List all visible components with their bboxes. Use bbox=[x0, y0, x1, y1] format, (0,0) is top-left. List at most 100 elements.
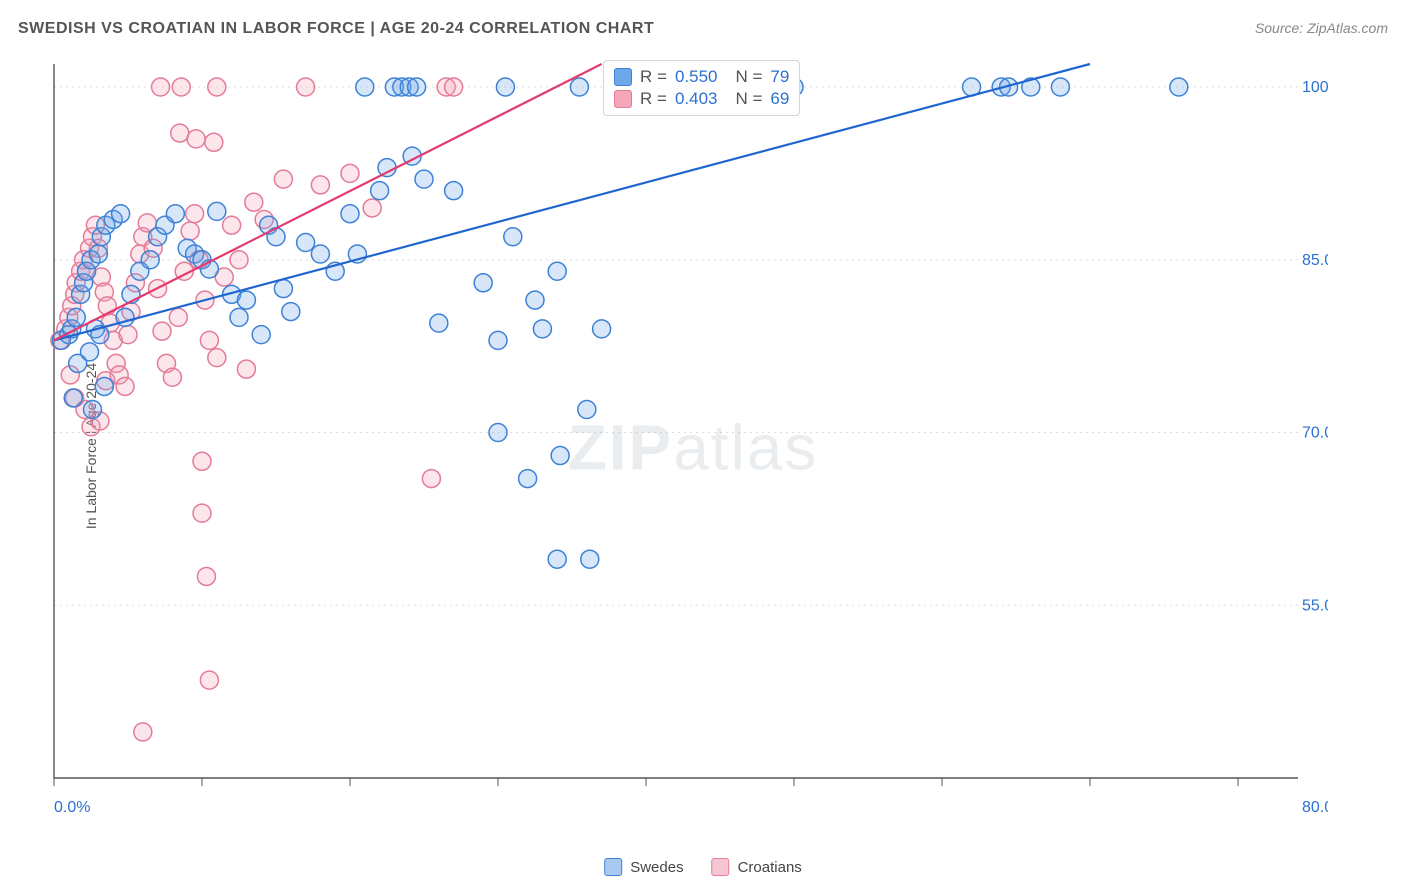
legend-item: Swedes bbox=[604, 858, 683, 876]
legend: Swedes Croatians bbox=[604, 858, 802, 876]
chart-svg: 55.0%70.0%85.0%100.0%0.0%80.0% bbox=[48, 58, 1328, 828]
data-point bbox=[297, 78, 315, 96]
data-point bbox=[153, 322, 171, 340]
data-point bbox=[169, 308, 187, 326]
data-point bbox=[474, 274, 492, 292]
chart-plot-area: 55.0%70.0%85.0%100.0%0.0%80.0% ZIPatlas … bbox=[48, 58, 1328, 828]
data-point bbox=[141, 251, 159, 269]
data-point bbox=[297, 234, 315, 252]
data-point bbox=[116, 377, 134, 395]
data-point bbox=[230, 308, 248, 326]
stat-r-label: R = bbox=[640, 67, 667, 87]
legend-item: Croatians bbox=[712, 858, 802, 876]
data-point bbox=[548, 262, 566, 280]
legend-swatch bbox=[614, 68, 632, 86]
data-point bbox=[578, 400, 596, 418]
data-point bbox=[208, 78, 226, 96]
data-point bbox=[341, 164, 359, 182]
data-point bbox=[193, 452, 211, 470]
data-point bbox=[237, 360, 255, 378]
regression-line bbox=[54, 64, 602, 340]
data-point bbox=[548, 550, 566, 568]
data-point bbox=[274, 170, 292, 188]
y-tick-label: 70.0% bbox=[1302, 425, 1328, 442]
data-point bbox=[171, 124, 189, 142]
data-point bbox=[230, 251, 248, 269]
legend-label: Croatians bbox=[738, 859, 802, 876]
data-point bbox=[172, 78, 190, 96]
data-point bbox=[581, 550, 599, 568]
data-point bbox=[134, 723, 152, 741]
data-point bbox=[119, 326, 137, 344]
data-point bbox=[356, 78, 374, 96]
data-point bbox=[445, 182, 463, 200]
data-point bbox=[152, 78, 170, 96]
data-point bbox=[67, 308, 85, 326]
data-point bbox=[252, 326, 270, 344]
data-point bbox=[408, 78, 426, 96]
data-point bbox=[223, 216, 241, 234]
stat-n-label: N = bbox=[735, 67, 762, 87]
stat-n-value: 79 bbox=[770, 67, 789, 87]
source-credit: Source: ZipAtlas.com bbox=[1255, 20, 1388, 36]
data-point bbox=[205, 133, 223, 151]
data-point bbox=[237, 291, 255, 309]
data-point bbox=[526, 291, 544, 309]
data-point bbox=[551, 447, 569, 465]
data-point bbox=[504, 228, 522, 246]
data-point bbox=[187, 130, 205, 148]
stat-n-label: N = bbox=[735, 89, 762, 109]
data-point bbox=[1051, 78, 1069, 96]
data-point bbox=[208, 349, 226, 367]
data-point bbox=[89, 245, 107, 263]
legend-label: Swedes bbox=[630, 859, 683, 876]
data-point bbox=[197, 567, 215, 585]
data-point bbox=[166, 205, 184, 223]
stat-r-label: R = bbox=[640, 89, 667, 109]
data-point bbox=[112, 205, 130, 223]
data-point bbox=[341, 205, 359, 223]
data-point bbox=[200, 671, 218, 689]
data-point bbox=[363, 199, 381, 217]
data-point bbox=[570, 78, 588, 96]
data-point bbox=[593, 320, 611, 338]
data-point bbox=[489, 424, 507, 442]
data-point bbox=[274, 280, 292, 298]
y-tick-label: 100.0% bbox=[1302, 79, 1328, 96]
y-tick-label: 55.0% bbox=[1302, 597, 1328, 614]
data-point bbox=[311, 176, 329, 194]
data-point bbox=[193, 504, 211, 522]
data-point bbox=[208, 202, 226, 220]
data-point bbox=[415, 170, 433, 188]
stat-row: R = 0.403 N = 69 bbox=[614, 89, 789, 109]
chart-title: SWEDISH VS CROATIAN IN LABOR FORCE | AGE… bbox=[18, 20, 654, 38]
correlation-stat-box: R = 0.550 N = 79 R = 0.403 N = 69 bbox=[603, 60, 800, 116]
data-point bbox=[64, 389, 82, 407]
data-point bbox=[533, 320, 551, 338]
data-point bbox=[445, 78, 463, 96]
data-point bbox=[83, 400, 101, 418]
x-tick-label-min: 0.0% bbox=[54, 799, 90, 816]
data-point bbox=[181, 222, 199, 240]
data-point bbox=[430, 314, 448, 332]
stat-n-value: 69 bbox=[770, 89, 789, 109]
stat-r-value: 0.403 bbox=[675, 89, 718, 109]
data-point bbox=[245, 193, 263, 211]
stat-r-value: 0.550 bbox=[675, 67, 718, 87]
data-point bbox=[95, 377, 113, 395]
legend-swatch bbox=[712, 858, 730, 876]
regression-line bbox=[54, 64, 1090, 340]
data-point bbox=[69, 354, 87, 372]
stat-row: R = 0.550 N = 79 bbox=[614, 67, 789, 87]
legend-swatch bbox=[604, 858, 622, 876]
data-point bbox=[186, 205, 204, 223]
data-point bbox=[371, 182, 389, 200]
data-point bbox=[311, 245, 329, 263]
legend-swatch bbox=[614, 90, 632, 108]
data-point bbox=[98, 297, 116, 315]
data-point bbox=[200, 331, 218, 349]
data-point bbox=[163, 368, 181, 386]
y-tick-label: 85.0% bbox=[1302, 252, 1328, 269]
data-point bbox=[282, 303, 300, 321]
data-point bbox=[422, 470, 440, 488]
